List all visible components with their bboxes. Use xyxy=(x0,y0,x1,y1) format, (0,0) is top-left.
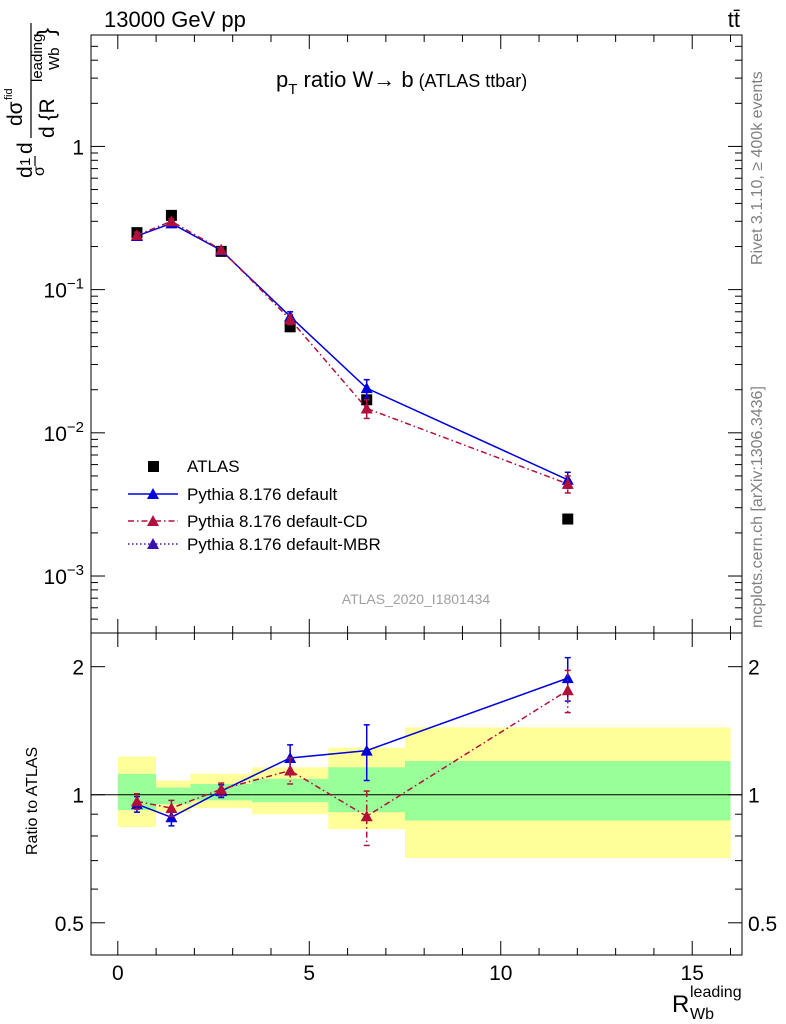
legend-marker-atlas xyxy=(148,461,159,472)
ratio-series-0-point xyxy=(360,744,373,756)
ratio-series-0-line xyxy=(136,677,569,819)
main-ytick-base: 10 xyxy=(44,566,67,589)
ylabel-sigma: σ xyxy=(31,166,48,176)
ylabel-brace: } xyxy=(33,28,60,36)
ratio-ytick-label-left: 0.5 xyxy=(55,913,84,936)
ratio-xtick-label: 15 xyxy=(681,962,704,985)
ylabel-fid: fid xyxy=(3,88,15,100)
ratio-series-1-point xyxy=(215,783,228,795)
rivet-label: Rivet 3.1.10, ≥ 400k events xyxy=(749,71,766,265)
ratio-ytick-label-right: 0.5 xyxy=(748,913,777,936)
main-ytick-label: 10−2 xyxy=(44,419,84,446)
main-ylabel: d σ 1 d dσ fid d {R leading Wb } xyxy=(3,23,63,178)
plot-title: pT ratio W→ b (ATLAS ttbar) xyxy=(276,67,527,98)
ratio-panel: 0.5 0.5 1 1 2 2 0 5 10 15 Ratio to ATLAS R leadi… xyxy=(24,632,777,1023)
legend-label-default: Pythia 8.176 default xyxy=(187,485,338,504)
legend-marker-default xyxy=(147,488,159,499)
main-series-1-point xyxy=(360,382,373,394)
atlas-data-point xyxy=(284,321,296,333)
ratio-y-ticks: 0.5 0.5 1 1 2 2 xyxy=(55,657,777,936)
main-ytick-base: 1 xyxy=(72,136,84,159)
title-rest: ratio W→ b xyxy=(297,67,413,92)
title-p: p xyxy=(276,67,288,92)
ratio-ylabel: Ratio to ATLAS xyxy=(24,747,41,855)
ratio-series-0-point xyxy=(561,672,574,684)
analysis-id: ATLAS_2020_I1801434 xyxy=(342,591,491,607)
ratio-series-1-point xyxy=(284,764,297,776)
main-series-2-point xyxy=(165,215,178,227)
ratio-ytick-label-right: 2 xyxy=(748,657,760,680)
legend-marker-cd xyxy=(147,515,159,526)
ratio-ytick-label-left: 1 xyxy=(72,785,84,808)
main-series-2-line xyxy=(136,220,569,485)
legend-label-mbr: Pythia 8.176 default-MBR xyxy=(187,535,381,554)
main-ytick-base: 10 xyxy=(44,423,67,446)
xlabel-leading: leading xyxy=(690,984,742,1001)
ratio-xlabel: R leading Wb xyxy=(672,984,742,1023)
legend-label-atlas: ATLAS xyxy=(187,457,240,476)
main-series-2-point xyxy=(360,402,373,414)
ratio-series-1-point xyxy=(561,684,574,696)
main-series xyxy=(130,209,574,525)
main-series-2-point xyxy=(284,313,297,325)
ylabel-d: d xyxy=(14,166,37,178)
title-small: (ATLAS ttbar) xyxy=(414,71,528,91)
main-x-ticks xyxy=(117,35,732,633)
ratio-band-inner xyxy=(405,761,731,821)
ratio-bands xyxy=(91,727,742,859)
ratio-ytick-label-left: 2 xyxy=(72,657,84,680)
ylabel-dR: d {R xyxy=(36,98,59,138)
ratio-xtick-label: 0 xyxy=(112,962,124,985)
legend: ATLAS Pythia 8.176 default Pythia 8.176 … xyxy=(128,457,381,554)
main-ytick-exp: −1 xyxy=(67,276,84,293)
legend-label-cd: Pythia 8.176 default-CD xyxy=(187,512,368,531)
atlas-data-point xyxy=(562,513,574,525)
ylabel-leading: leading xyxy=(29,34,46,82)
ratio-band-inner xyxy=(251,778,329,803)
main-y-ticks: 110−110−210−3 xyxy=(44,34,742,634)
ratio-series xyxy=(130,656,574,847)
ratio-series-1-line xyxy=(136,689,569,818)
main-ytick-exp: −2 xyxy=(67,419,84,436)
main-panel: 110−110−210−3 pT ratio W→ b (ATLAS ttbar… xyxy=(3,23,743,634)
main-ytick-label: 10−1 xyxy=(44,276,84,303)
main-ytick-exp: −3 xyxy=(67,562,84,579)
ratio-series-1-point xyxy=(130,795,143,807)
mcplots-label: mcplots.cern.ch [arXiv:1306.3436] xyxy=(749,386,766,628)
ylabel-dsigma: dσ xyxy=(4,101,27,126)
ratio-series-1-point xyxy=(360,810,373,822)
ylabel-one: 1 xyxy=(17,158,34,166)
ratio-series-1-point xyxy=(165,802,178,814)
legend-marker-mbr xyxy=(147,538,159,549)
main-series-2-point xyxy=(215,243,228,255)
ratio-ytick-label-right: 1 xyxy=(748,785,760,808)
ylabel-wb: Wb xyxy=(46,48,63,71)
main-ytick-base: 10 xyxy=(44,280,67,303)
xlabel-wb: Wb xyxy=(690,1006,714,1023)
main-series-2-point xyxy=(561,477,574,489)
ylabel-d2: d xyxy=(14,142,37,154)
ratio-xtick-label: 5 xyxy=(303,962,315,985)
main-series-1-line xyxy=(136,222,569,481)
process-label: tt̄ xyxy=(728,7,740,32)
energy-label: 13000 GeV pp xyxy=(104,7,246,32)
main-series-2-point xyxy=(130,229,143,241)
title-sub: T xyxy=(288,81,297,98)
ratio-frame xyxy=(90,632,743,956)
ratio-x-ticks: 0 5 10 15 xyxy=(112,633,732,985)
main-ytick-label: 10−3 xyxy=(44,562,84,589)
ratio-band-inner xyxy=(156,787,191,805)
xlabel-r: R xyxy=(672,991,689,1018)
ratio-xtick-label: 10 xyxy=(489,962,512,985)
main-ytick-label: 1 xyxy=(72,136,84,159)
